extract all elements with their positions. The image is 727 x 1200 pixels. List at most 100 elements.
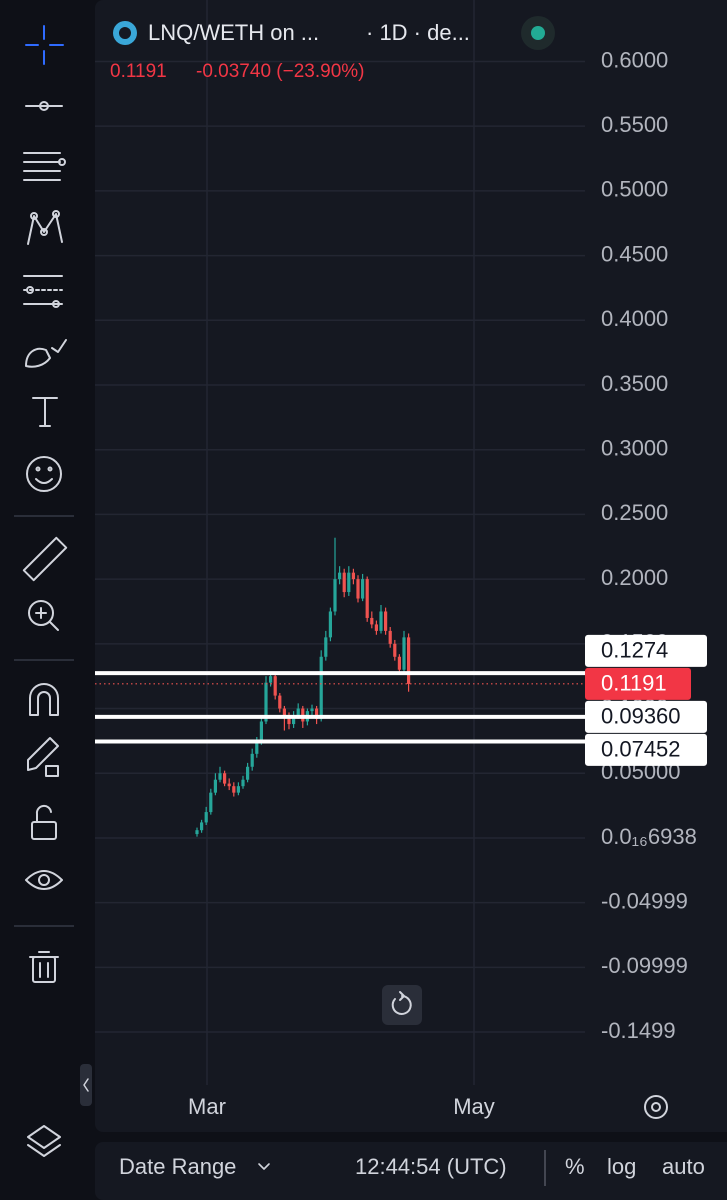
- emoji-tool[interactable]: [26, 456, 62, 492]
- pattern-tool[interactable]: [27, 210, 63, 245]
- ruler-tool[interactable]: [22, 536, 68, 582]
- projection-tool[interactable]: [23, 275, 63, 308]
- price-tag-label: 0.09360: [601, 704, 681, 729]
- price-change: -0.03740 (−23.90%): [196, 61, 364, 82]
- reset-bg[interactable]: [382, 985, 422, 1025]
- visibility-tool[interactable]: [25, 870, 63, 890]
- crosshair-tool[interactable]: [25, 25, 64, 65]
- candle-body: [333, 579, 337, 612]
- footer: Date Range 12:44:54 (UTC) % log auto: [119, 1150, 705, 1186]
- y-tick-label: -0.04999: [601, 888, 688, 913]
- candle-body: [296, 708, 300, 716]
- candle-body: [374, 624, 378, 631]
- x-tick-label: Mar: [188, 1094, 226, 1119]
- collapse-toolbar[interactable]: [80, 1064, 92, 1106]
- fib-tool[interactable]: [23, 152, 66, 181]
- price-tag-label: 0.1191: [601, 671, 667, 696]
- y-tick-label: 0.6000: [601, 47, 668, 72]
- candle-body: [292, 715, 296, 725]
- y-tick-label: 0.4000: [601, 306, 668, 331]
- y-tick-label: 0.3500: [601, 371, 668, 396]
- chart-panel: [95, 0, 727, 1132]
- interval: · 1D · de...: [366, 20, 470, 45]
- candle-body: [195, 830, 199, 835]
- percent-toggle[interactable]: %: [565, 1154, 585, 1179]
- x-tick-label: May: [453, 1094, 495, 1119]
- candle-body: [213, 779, 217, 793]
- lock-drawing-tool[interactable]: [27, 737, 59, 777]
- candle-body: [259, 721, 263, 741]
- candle-body: [255, 740, 259, 754]
- candle-body: [407, 637, 411, 684]
- token-logo: [119, 27, 131, 39]
- price-tag-label: 0.1274: [601, 638, 668, 663]
- candle-body: [241, 779, 245, 787]
- candle-body: [269, 676, 273, 683]
- candle-body: [379, 611, 383, 631]
- date-range[interactable]: Date Range: [119, 1154, 236, 1179]
- candle-body: [264, 682, 268, 722]
- reset-icon: [391, 995, 412, 1015]
- candle-body: [223, 773, 227, 784]
- time-axis: Mar May: [188, 1094, 668, 1119]
- y-tick-label: 0.2500: [601, 500, 668, 525]
- y-tick-label: 0.0₁₆6938: [601, 824, 697, 849]
- clock: 12:44:54 (UTC): [355, 1154, 507, 1179]
- y-tick-label: 0.5000: [601, 177, 668, 202]
- candle-body: [310, 708, 314, 712]
- auto-toggle[interactable]: auto: [662, 1154, 705, 1179]
- bottom-bar: [95, 1142, 727, 1200]
- price-tag: [585, 733, 707, 766]
- candle-body: [200, 822, 204, 831]
- magnet-tool[interactable]: [29, 683, 59, 716]
- settings-icon[interactable]: [644, 1095, 668, 1119]
- delete-tool[interactable]: [29, 951, 59, 983]
- reset-button[interactable]: [382, 985, 422, 1025]
- candle-body: [273, 676, 277, 696]
- layers-tool[interactable]: [27, 1125, 61, 1157]
- candle-body: [402, 637, 406, 670]
- text-tool[interactable]: [32, 397, 58, 427]
- line-tool[interactable]: [25, 101, 63, 111]
- price-tag: [585, 667, 691, 700]
- candle-body: [388, 630, 392, 644]
- brush-tool[interactable]: [25, 339, 67, 368]
- status-dot: [531, 26, 545, 40]
- candle-body: [351, 572, 355, 580]
- candle-body: [282, 708, 286, 716]
- candle-body: [365, 579, 369, 618]
- candle-body: [338, 572, 342, 580]
- candle-body: [315, 708, 319, 719]
- plot: [95, 537, 585, 837]
- legend-header: LNQ/WETH on ... · 1D · de... 0.1191 -0.0…: [110, 16, 555, 82]
- lock-tool[interactable]: [31, 804, 57, 840]
- candle-body: [250, 753, 254, 767]
- candle-body: [384, 611, 388, 631]
- candle-body: [209, 792, 213, 813]
- symbol: LNQ/WETH on ...: [148, 20, 319, 45]
- y-tick-label: 0.5500: [601, 112, 668, 137]
- y-tick-label: 0.2000: [601, 565, 668, 590]
- candle-body: [236, 786, 240, 793]
- y-tick-label: -0.09999: [601, 953, 688, 978]
- candle-body: [347, 572, 351, 593]
- candle-body: [397, 656, 401, 670]
- candle-body: [204, 812, 208, 823]
- grid: [95, 0, 585, 1085]
- y-tick-label: -0.1499: [601, 1018, 676, 1043]
- price-tag-label: 0.07452: [601, 737, 681, 762]
- candle-body: [370, 617, 374, 625]
- log-toggle[interactable]: log: [607, 1154, 636, 1179]
- candle-body: [227, 783, 231, 787]
- reset-icon: [399, 991, 405, 1001]
- price-axis: 0.6000 0.5500 0.5000 0.4500 0.4000 0.3500 0.30…: [585, 47, 707, 1043]
- settings-icon: [651, 1102, 661, 1112]
- candle-body: [232, 786, 236, 793]
- collapse-icon: [83, 1078, 89, 1092]
- price-tag: [585, 700, 707, 733]
- candle-body: [246, 766, 250, 780]
- zoom-tool[interactable]: [28, 600, 59, 631]
- last-price: 0.1191: [110, 61, 167, 82]
- candle-body: [319, 656, 323, 719]
